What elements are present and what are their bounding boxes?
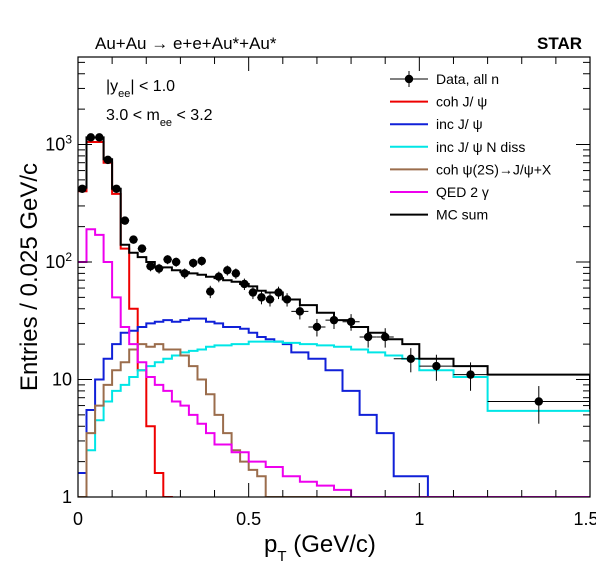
mc-histograms [78,136,590,497]
data-point [95,133,104,142]
data-point [282,293,292,307]
data-point [359,328,377,348]
histogram-coh-j [78,141,173,497]
data-point [171,257,181,267]
data-point [376,328,394,348]
data-point [393,348,428,373]
x-tick-label: 1 [414,509,424,529]
legend-entry: QED 2 γ [390,184,489,200]
data-point [197,256,206,266]
legend-entry: coh ψ(2S)→J/ψ+X [390,161,552,177]
data-point [103,155,113,165]
legend-entry: inc J/ ψ N diss [390,139,525,155]
y-axis-label: Entries / 0.025 GeV/c [16,163,43,391]
data-point [257,291,266,305]
legend-entry: MC sum [390,207,488,223]
data-point [240,278,249,291]
data-point [206,285,215,299]
histogram-coh-2s-j-x [78,343,590,497]
data-point [419,354,454,381]
mass-cut-label: 3.0 < mee < 3.2 [106,107,213,129]
legend-label: QED 2 γ [436,184,489,200]
data-point [120,216,130,225]
legend: Data, all n coh J/ ψ inc J/ ψ inc J/ ψ N di… [390,71,552,223]
x-tick-label: 0 [73,509,83,529]
data-point [188,258,198,268]
data-point [308,318,326,337]
legend-entry: inc J/ ψ [390,116,483,132]
x-tick-label: 0.5 [236,509,261,529]
data-point [487,386,590,424]
data-points [78,133,590,424]
data-point [146,261,155,272]
legend-label: coh ψ(2S)→J/ψ+X [436,161,552,177]
legend-label: inc J/ ψ N diss [436,139,525,155]
data-point [342,314,360,331]
histogram-inc-j-n-diss [78,340,590,497]
legend-label: MC sum [436,207,488,223]
legend-label: inc J/ ψ [436,116,483,132]
chart-title: Au+Au → e+e+Au*+Au* [95,34,277,53]
data-point [325,312,343,329]
data-point [291,304,309,320]
data-point [265,293,275,307]
data-point [154,263,164,274]
legend-label: Data, all n [436,71,499,87]
data-point [86,133,96,142]
y-tick-label: 1 [62,487,72,507]
data-point [274,286,283,300]
histogram-qed-2 [78,228,590,497]
plot-frame [77,56,591,498]
data-point [137,244,147,253]
experiment-label: STAR [537,34,582,53]
legend-label: coh J/ ψ [436,94,487,110]
data-point [248,286,258,300]
data-point [163,255,172,265]
histogram-inc-j [78,317,455,497]
data-point [231,268,241,279]
legend-entry: coh J/ ψ [390,94,487,110]
data-point [223,265,232,276]
data-point [129,235,138,244]
y-tick-label: 10 [52,370,72,390]
data-point [453,362,488,391]
legend-entry: Data, all n [390,71,499,87]
data-point [214,271,224,283]
x-tick-label: 1.5 [573,509,596,529]
data-point [112,184,121,193]
data-point [180,268,189,279]
